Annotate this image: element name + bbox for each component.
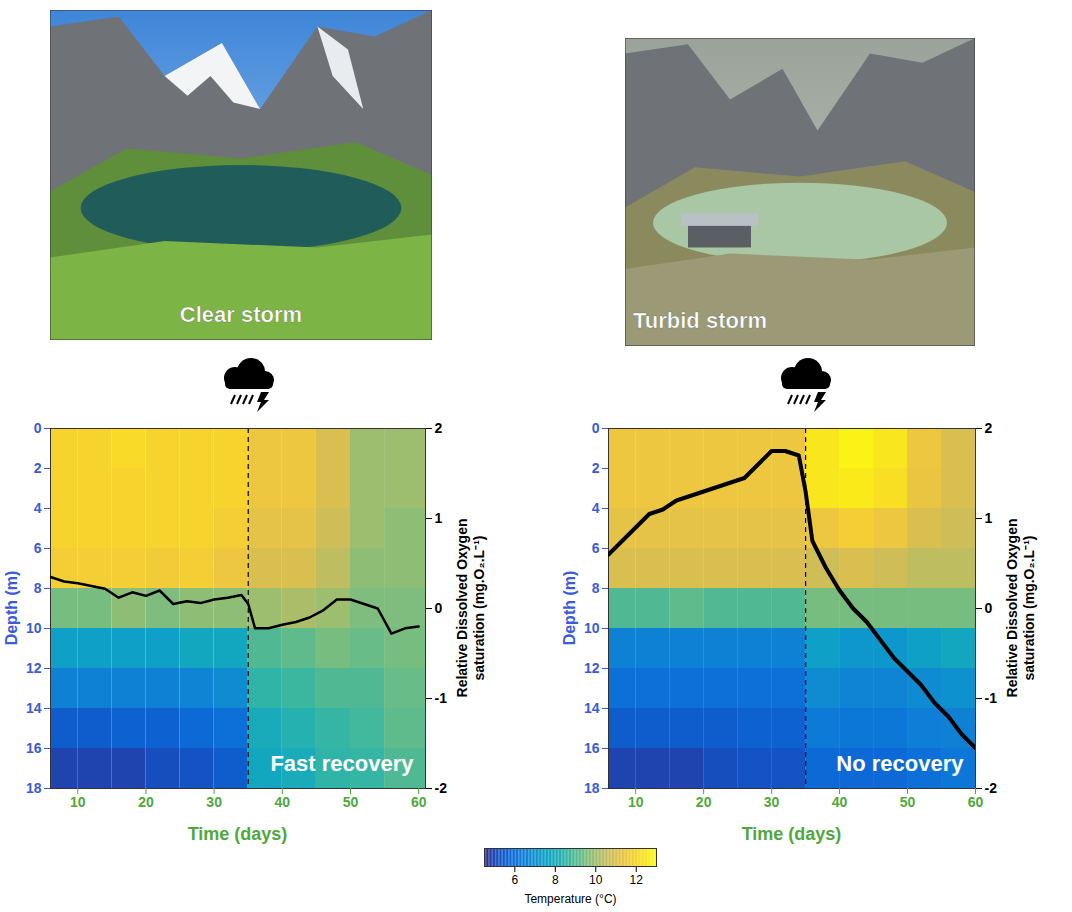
- svg-text:10: 10: [26, 620, 42, 636]
- svg-text:18: 18: [584, 780, 600, 796]
- svg-text:8: 8: [592, 580, 600, 596]
- svg-text:-2: -2: [985, 780, 998, 796]
- svg-text:-2: -2: [435, 780, 448, 796]
- html-text:Time (days): Time (days): [741, 823, 842, 844]
- svg-text:40: 40: [275, 794, 291, 810]
- svg-text:40: 40: [832, 794, 848, 810]
- svg-text:10: 10: [70, 794, 86, 810]
- svg-text:0: 0: [592, 420, 600, 436]
- html-text:Depth (m): Depth (m): [561, 570, 578, 646]
- svg-text:-1: -1: [435, 690, 448, 706]
- svg-text:2: 2: [34, 460, 42, 476]
- svg-text:16: 16: [584, 740, 600, 756]
- svg-text:20: 20: [696, 794, 712, 810]
- html-text:Depth (m): Depth (m): [3, 570, 20, 646]
- svg-text:Temperature (°C): Temperature (°C): [524, 892, 616, 906]
- svg-text:60: 60: [968, 794, 984, 810]
- svg-text:-1: -1: [985, 690, 998, 706]
- svg-text:6: 6: [592, 540, 600, 556]
- svg-text:0: 0: [34, 420, 42, 436]
- svg-text:1: 1: [435, 510, 443, 526]
- html-text:Time (days): Time (days): [187, 823, 288, 844]
- svg-text:60: 60: [411, 794, 427, 810]
- html-text:Relative Dissolved Oxygen satu: Relative Dissolved Oxygen saturation (mg…: [454, 518, 487, 698]
- svg-text:8: 8: [34, 580, 42, 596]
- svg-text:10: 10: [628, 794, 644, 810]
- svg-text:1: 1: [985, 510, 993, 526]
- svg-text:12: 12: [630, 873, 644, 887]
- svg-text:2: 2: [592, 460, 600, 476]
- svg-text:18: 18: [26, 780, 42, 796]
- svg-text:30: 30: [206, 794, 222, 810]
- svg-text:14: 14: [26, 700, 42, 716]
- svg-text:6: 6: [512, 873, 519, 887]
- svg-text:16: 16: [26, 740, 42, 756]
- svg-text:2: 2: [985, 420, 993, 436]
- svg-text:0: 0: [435, 600, 443, 616]
- svg-text:0: 0: [985, 600, 993, 616]
- html-text:Relative Dissolved Oxygen satu: Relative Dissolved Oxygen saturation (mg…: [1004, 518, 1037, 698]
- svg-text:4: 4: [34, 500, 42, 516]
- svg-text:Turbid storm: Turbid storm: [633, 308, 767, 333]
- svg-text:50: 50: [343, 794, 359, 810]
- svg-text:6: 6: [34, 540, 42, 556]
- svg-text:2: 2: [435, 420, 443, 436]
- svg-text:12: 12: [584, 660, 600, 676]
- svg-text:50: 50: [900, 794, 916, 810]
- svg-text:10: 10: [584, 620, 600, 636]
- svg-text:10: 10: [589, 873, 603, 887]
- svg-text:4: 4: [592, 500, 600, 516]
- svg-text:30: 30: [764, 794, 780, 810]
- svg-text:20: 20: [138, 794, 154, 810]
- svg-text:No recovery: No recovery: [836, 751, 964, 776]
- svg-text:12: 12: [26, 660, 42, 676]
- svg-text:Clear storm: Clear storm: [180, 302, 302, 327]
- svg-text:Fast recovery: Fast recovery: [270, 751, 414, 776]
- svg-text:14: 14: [584, 700, 600, 716]
- svg-text:8: 8: [552, 873, 559, 887]
